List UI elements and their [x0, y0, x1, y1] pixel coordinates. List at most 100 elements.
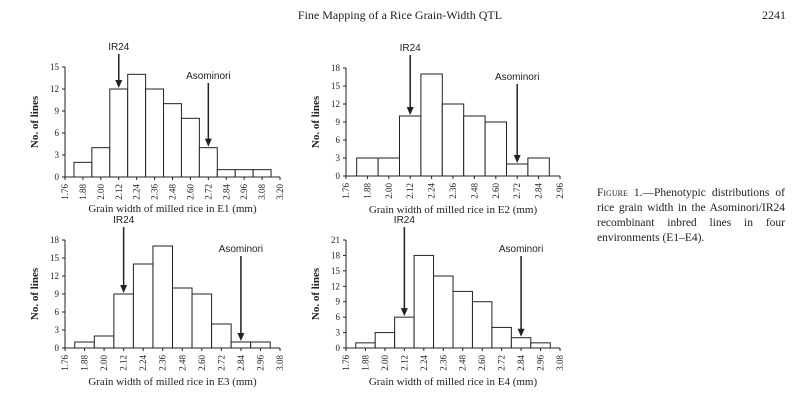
y-tick-label: 15 [50, 253, 60, 263]
x-tick-label: 2.84 [534, 183, 544, 199]
x-tick-label: 1.88 [360, 355, 370, 371]
x-tick-label: 2.60 [491, 183, 501, 199]
annotation-label: Asominori [186, 71, 230, 82]
bar [355, 342, 376, 349]
bar [374, 332, 396, 349]
bar [356, 157, 379, 177]
y-tick-label: 21 [331, 235, 340, 245]
y-tick-label: 9 [336, 297, 341, 307]
y-tick-label: 18 [50, 235, 60, 245]
x-tick-label: 2.36 [158, 355, 168, 371]
bar [152, 245, 173, 349]
annotation-label: IR24 [108, 42, 130, 53]
x-tick-label: 2.48 [469, 183, 479, 199]
bar [113, 293, 134, 349]
bar [471, 301, 493, 349]
x-tick-label: 2.84 [516, 355, 526, 371]
x-tick-label: 2.60 [477, 355, 487, 371]
bar [127, 73, 147, 178]
x-tick-label: 2.12 [405, 183, 415, 199]
y-tick-label: 9 [55, 289, 60, 299]
bar [377, 157, 401, 177]
x-tick-label: 2.00 [384, 183, 394, 199]
y-tick-label: 12 [331, 281, 340, 291]
y-tick-label: 0 [336, 171, 341, 181]
bar [530, 342, 551, 349]
y-tick-label: 9 [336, 117, 341, 127]
arrowhead [115, 80, 123, 88]
x-tick-label: 2.72 [203, 184, 213, 200]
y-tick-label: 12 [50, 271, 59, 281]
x-tick-label: 2.36 [438, 355, 448, 371]
x-tick-label: 2.00 [96, 184, 106, 200]
x-tick-label: 2.48 [177, 355, 187, 371]
x-tick-label: 1.76 [60, 355, 70, 371]
x-tick-label: 2.00 [380, 355, 390, 371]
bar [132, 263, 154, 349]
x-tick-label: 3.08 [275, 355, 285, 371]
bar [420, 73, 443, 177]
caption: Figure 1.—Phenotypic distributions of ri… [597, 186, 785, 246]
y-tick-label: 6 [336, 312, 341, 322]
y-tick-label: 3 [55, 325, 60, 335]
annotation-label: IR24 [113, 215, 135, 226]
y-tick-label: 6 [55, 128, 60, 138]
x-tick-label: 2.72 [216, 355, 226, 371]
x-tick-label: 1.76 [60, 184, 70, 200]
x-tick-label: 3.20 [275, 184, 285, 200]
bar [91, 147, 111, 178]
x-axis-label: Grain width of milled rice in E4 (mm) [369, 376, 538, 388]
x-tick-label: 2.96 [239, 184, 249, 200]
x-tick-label: 2.60 [185, 184, 195, 200]
x-tick-label: 2.60 [197, 355, 207, 371]
x-tick-label: 1.88 [78, 184, 88, 200]
bar [463, 115, 486, 177]
bar [506, 163, 529, 177]
x-tick-label: 2.00 [99, 355, 109, 371]
y-tick-label: 3 [336, 328, 341, 338]
x-tick-label: 2.96 [555, 183, 565, 199]
x-tick-label: 2.36 [150, 184, 160, 200]
y-tick-label: 15 [331, 266, 341, 276]
x-axis-label: Grain width of milled rice in E2 (mm) [369, 204, 538, 216]
arrowhead [120, 285, 128, 293]
bar [250, 341, 271, 349]
running-title: Fine Mapping of a Rice Grain-Width QTL [297, 8, 503, 22]
annotation-label: IR24 [394, 215, 416, 226]
y-tick-label: 12 [331, 99, 340, 109]
x-tick-label: 3.08 [555, 355, 565, 371]
y-axis-label: No. of lines [310, 95, 322, 148]
x-tick-label: 2.48 [458, 355, 468, 371]
bar [441, 103, 465, 177]
bar [145, 88, 165, 178]
bar [527, 157, 550, 177]
annotation-label: Asominori [495, 72, 539, 83]
bar [163, 103, 182, 178]
x-tick-label: 2.96 [536, 355, 546, 371]
arrowhead [406, 107, 414, 115]
y-tick-label: 0 [55, 343, 60, 353]
bar [216, 169, 236, 178]
bar [413, 254, 435, 349]
bar [191, 293, 213, 349]
arrowhead [237, 333, 245, 341]
bar [491, 326, 512, 349]
x-tick-label: 1.76 [341, 355, 351, 371]
y-tick-label: 9 [55, 106, 60, 116]
caption-text: —Phenotypic distributions of rice grain … [597, 187, 785, 244]
caption-label: Figure 1. [597, 187, 643, 199]
y-tick-label: 6 [55, 307, 60, 317]
arrowhead [513, 155, 521, 163]
bar [74, 341, 95, 349]
y-tick-label: 15 [50, 62, 60, 72]
annotation-label: Asominori [499, 244, 543, 255]
y-tick-label: 6 [336, 135, 341, 145]
bar [399, 115, 422, 177]
y-tick-label: 18 [331, 63, 341, 73]
x-axis-label: Grain width of milled rice in E1 (mm) [88, 203, 257, 215]
bar [73, 161, 93, 178]
bar [211, 323, 232, 349]
x-tick-label: 2.12 [399, 355, 409, 371]
